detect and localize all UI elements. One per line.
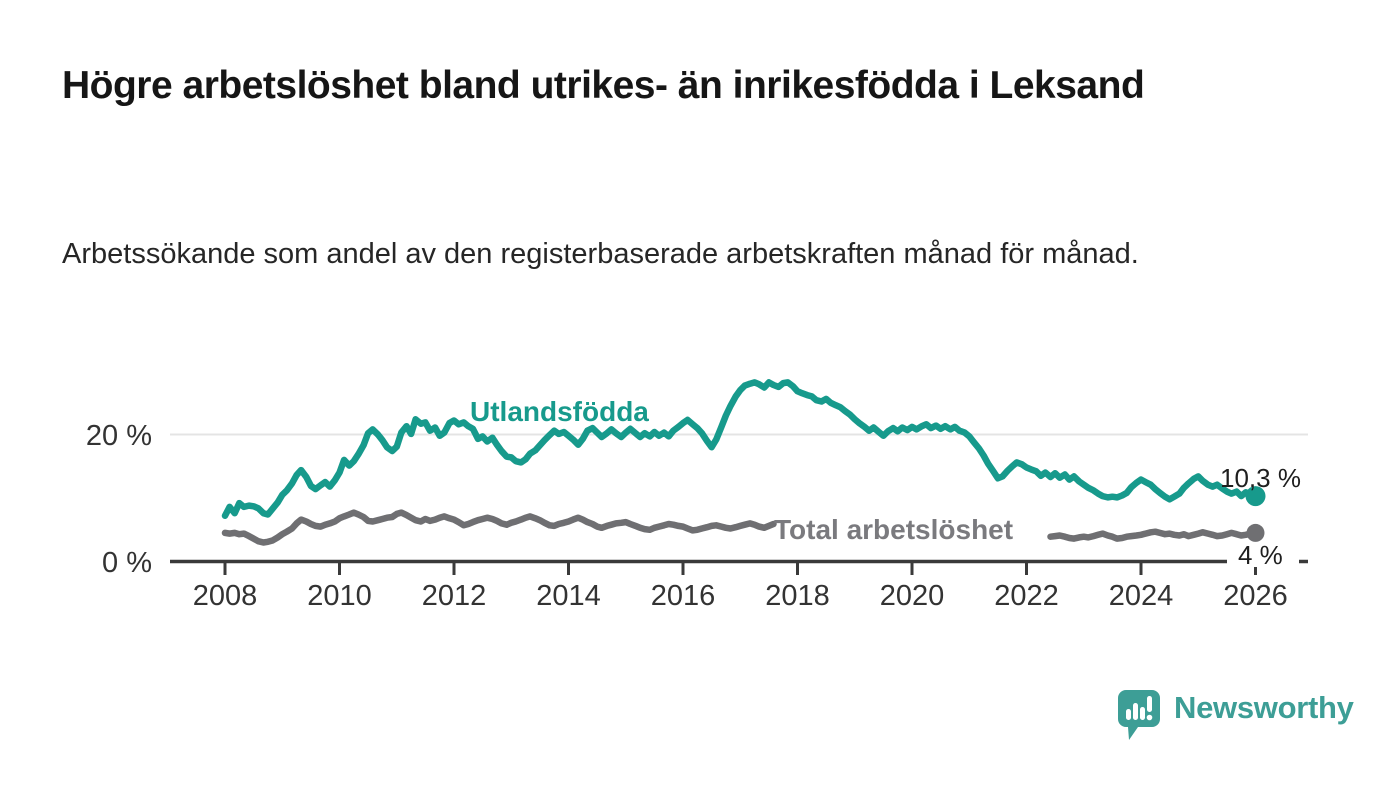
- end-label-total: 4 %: [1238, 540, 1283, 570]
- x-axis-tick-label: 2026: [1223, 580, 1288, 612]
- newsworthy-logo: Newsworthy: [1118, 688, 1354, 744]
- end-label-mask: [1227, 544, 1299, 567]
- end-label-utlandsfodda: 10,3 %: [1220, 463, 1301, 493]
- x-axis-tick-label: 2008: [193, 580, 258, 612]
- newsworthy-logo-icon: [1118, 690, 1160, 740]
- series-label-total-arbetsloshet: Total arbetslöshet: [774, 514, 1013, 545]
- series-line-utlandsfodda: [221, 379, 1259, 520]
- x-axis-tick-label: 2016: [651, 580, 716, 612]
- y-axis-tick-label: 20 %: [86, 420, 152, 452]
- page-title: Högre arbetslöshet bland utrikes- än inr…: [62, 64, 1145, 107]
- x-axis-tick-label: 2012: [422, 580, 487, 612]
- y-axis-tick-label: 0 %: [102, 547, 152, 579]
- x-axis-tick-label: 2022: [994, 580, 1059, 612]
- x-axis-tick-label: 2014: [536, 580, 601, 612]
- series-line-total-arbetsloshet-2: [1047, 528, 1259, 542]
- x-axis-tick-label: 2010: [307, 580, 372, 612]
- end-dot-total: [1246, 523, 1265, 542]
- x-axis-tick-label: 2018: [765, 580, 830, 612]
- newsworthy-logo-text: Newsworthy: [1174, 690, 1354, 725]
- x-axis-tick-label: 2024: [1109, 580, 1174, 612]
- series-line-total-arbetsloshet-1: [221, 509, 777, 546]
- chart-subtitle: Arbetssökande som andel av den registerb…: [62, 238, 1139, 270]
- series-label-utlandsfodda: Utlandsfödda: [470, 396, 649, 427]
- end-dot-utlandsfodda: [1245, 486, 1266, 507]
- x-axis-tick-label: 2020: [880, 580, 945, 612]
